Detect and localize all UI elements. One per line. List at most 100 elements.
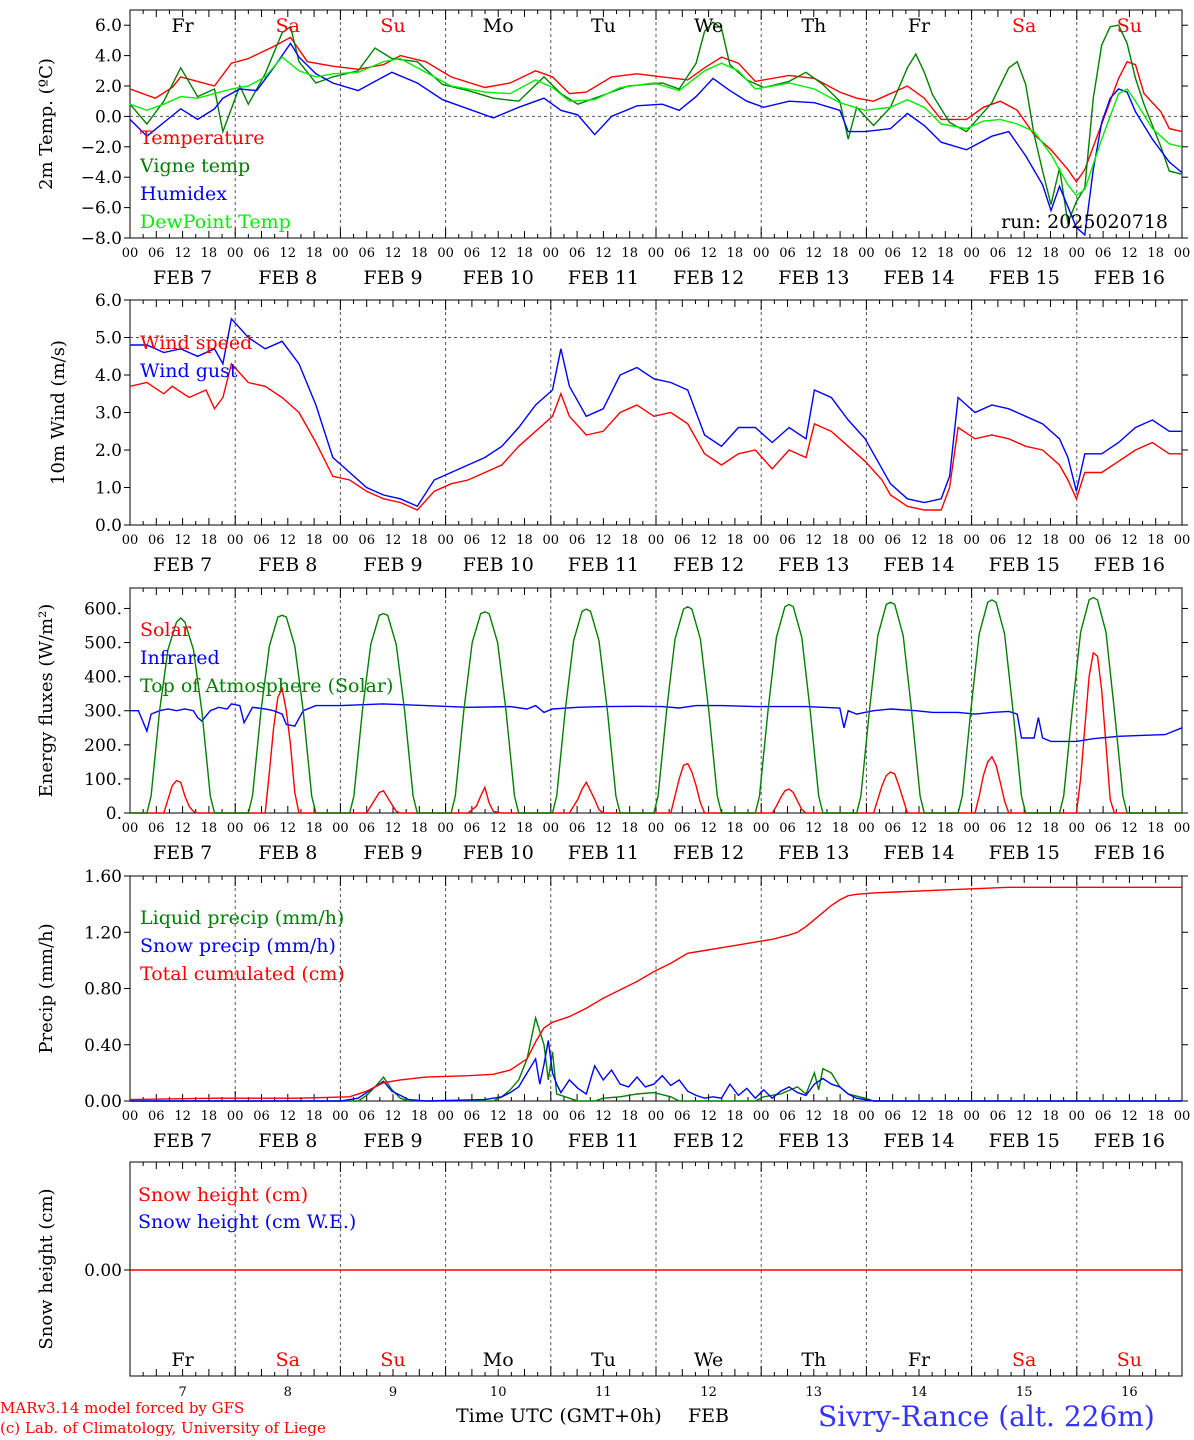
legend-entry: Wind speed [140,332,252,354]
hour-tick-label: 12 [490,246,507,261]
hour-tick-label: 06 [148,821,165,836]
day-number-label: 16 [1121,1385,1138,1400]
y-tick-label: 0.80 [84,980,122,1000]
hour-tick-label: 18 [832,1109,849,1124]
hour-tick-label: 06 [990,821,1007,836]
hour-tick-label: 18 [937,246,954,261]
series-line-liquid-precip-mm-h- [130,1015,1182,1102]
hour-tick-label: 12 [174,533,191,548]
hour-tick-label: 06 [1095,533,1112,548]
hour-tick-label: 18 [621,821,638,836]
date-label: FEB 10 [463,267,534,289]
panel-wind [124,299,1188,526]
hour-tick-label: 12 [700,533,717,548]
y-axis-title: Energy fluxes (W/m²) [36,604,57,798]
hour-tick-label: 00 [122,821,139,836]
date-label: FEB 12 [673,1130,744,1152]
date-label: FEB 7 [153,554,212,576]
series-line-snow-precip-mm-h- [130,1040,1182,1102]
hour-tick-label: 06 [674,533,691,548]
hour-tick-label: 12 [280,1109,297,1124]
date-label: FEB 14 [883,267,954,289]
hour-tick-label: 06 [569,1109,586,1124]
hour-tick-label: 12 [1016,246,1033,261]
date-label: FEB 11 [568,267,639,289]
hour-tick-label: 00 [122,533,139,548]
date-label: FEB 13 [778,1130,849,1152]
legend-entry: Snow height (cm) [138,1184,308,1206]
hour-tick-label: 18 [621,533,638,548]
y-axis-title: Precip (mm/h) [36,923,57,1053]
hour-tick-label: 00 [1069,1109,1086,1124]
hour-tick-label: 18 [411,1109,428,1124]
y-tick-label: 0.0 [95,516,122,536]
hour-tick-label: 12 [280,246,297,261]
hour-tick-label: 00 [963,246,980,261]
y-tick-label: 6.0 [95,291,122,311]
hour-tick-label: 06 [1095,246,1112,261]
date-label: FEB 9 [363,267,422,289]
hour-tick-label: 00 [437,246,454,261]
series-line-wind-speed [129,362,1182,511]
day-number-label: 9 [389,1385,397,1400]
x-axis-title: Time UTC (GMT+0h) [456,1405,662,1427]
hour-tick-label: 12 [1016,821,1033,836]
y-tick-label: 400. [84,668,122,688]
hour-tick-label: 00 [858,533,875,548]
date-label: FEB 16 [1094,267,1165,289]
series-line-dewpoint-temp [129,56,1183,197]
hour-tick-label: 18 [621,246,638,261]
y-tick-label: 0.00 [84,1092,122,1112]
hour-tick-label: 00 [227,821,244,836]
day-number-label: 12 [700,1385,717,1400]
date-label: FEB 11 [568,842,639,864]
series-line-wind-gust [130,317,1182,508]
hour-tick-label: 12 [174,821,191,836]
weekday-label: Fr [908,1349,931,1371]
run-label: run: 2025020718 [1001,211,1168,233]
panel-frame [129,299,1183,526]
hour-tick-label: 12 [1121,246,1138,261]
hour-tick-label: 06 [1095,1109,1112,1124]
legend-entry: Temperature [140,127,264,149]
weekday-label: Sa [276,1349,300,1371]
hour-tick-label: 06 [674,1109,691,1124]
legend-entry: Wind gust [140,360,238,382]
hour-tick-label: 00 [1069,821,1086,836]
hour-tick-label: 00 [437,1109,454,1124]
hour-tick-label: 06 [569,246,586,261]
y-tick-label: 0.00 [84,1261,122,1281]
date-label: FEB 7 [153,1130,212,1152]
y-tick-label: −8.0 [81,229,122,249]
hour-tick-label: 00 [122,246,139,261]
hour-tick-label: 18 [306,821,323,836]
hour-tick-label: 00 [753,246,770,261]
date-label: FEB 15 [989,1130,1060,1152]
hour-tick-label: 06 [569,821,586,836]
hour-tick-label: 12 [1121,821,1138,836]
hour-tick-label: 00 [332,821,349,836]
y-tick-label: −2.0 [81,138,122,158]
legend-entry: Snow height (cm W.E.) [138,1211,356,1233]
date-label: FEB 11 [568,1130,639,1152]
date-label: FEB 11 [568,554,639,576]
hour-tick-label: 18 [411,821,428,836]
y-tick-label: 6.0 [95,16,122,36]
hour-tick-label: 18 [306,533,323,548]
legend-entry: Infrared [140,647,220,669]
y-tick-label: 300. [84,702,122,722]
hour-tick-label: 06 [674,821,691,836]
hour-tick-label: 06 [569,533,586,548]
date-label: FEB 14 [883,842,954,864]
hour-tick-label: 18 [411,246,428,261]
date-label: FEB 8 [258,1130,317,1152]
y-tick-label: 0.0 [95,107,122,127]
y-tick-label: 600. [84,599,122,619]
hour-tick-label: 00 [648,246,665,261]
hour-tick-label: 00 [543,821,560,836]
date-label: FEB 9 [363,1130,422,1152]
hour-tick-label: 06 [990,246,1007,261]
hour-tick-label: 12 [806,821,823,836]
weekday-label: Th [801,15,826,37]
hour-tick-label: 00 [543,246,560,261]
